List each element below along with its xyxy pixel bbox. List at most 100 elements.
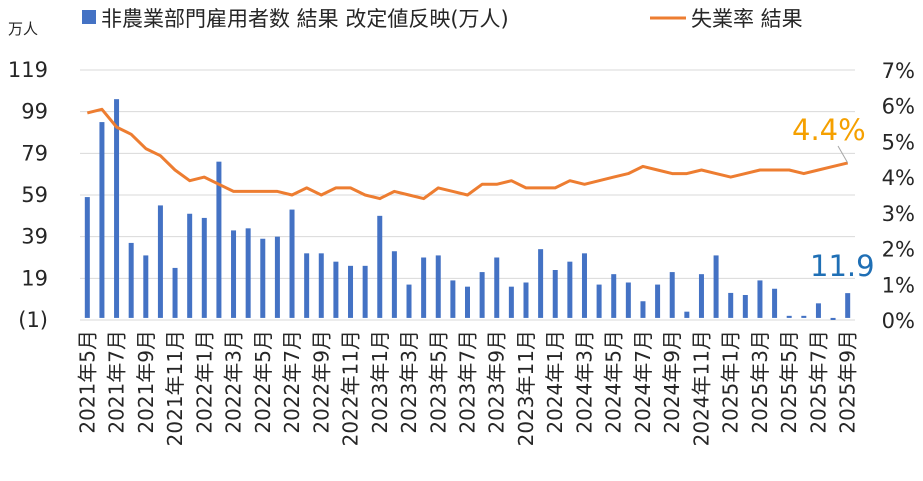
right-axis: 0% 1% 2% 3% 4% 5% 6% 7% (882, 59, 915, 333)
x-tick-label: 2023年7月 (456, 330, 480, 434)
bar (698, 274, 704, 318)
bar (157, 205, 163, 318)
bar (260, 238, 266, 318)
bar-series (84, 99, 851, 320)
x-tick-label: 2022年5月 (251, 330, 275, 434)
bar (333, 261, 339, 318)
x-axis: 2021年5月 2021年7月 2021年9月 2021年11月 2022年1月 2022… (75, 330, 859, 446)
bar (625, 282, 631, 318)
bar (596, 284, 602, 318)
bar (494, 257, 500, 318)
left-axis-unit: 万人 (8, 20, 38, 38)
right-tick-label: 2% (882, 238, 915, 262)
bar (231, 230, 237, 318)
x-tick-label: 2022年9月 (309, 330, 333, 434)
x-tick-label: 2025年5月 (777, 330, 801, 434)
bar (845, 293, 851, 318)
bar (581, 253, 587, 318)
callout-leader (837, 145, 849, 164)
bar (304, 253, 310, 318)
bar (348, 265, 354, 318)
bar (128, 242, 134, 318)
left-tick-label: 59 (21, 183, 48, 207)
bar (742, 295, 748, 318)
x-tick-label: 2023年11月 (514, 330, 538, 446)
right-tick-label: 3% (882, 202, 915, 226)
unemployment-callout: 4.4% (792, 113, 866, 147)
bar (552, 270, 558, 318)
bar (84, 197, 90, 318)
legend: 非農業部門雇用者数 結果 改定値反映(万人) 失業率 結果 (82, 7, 803, 31)
bar (538, 249, 544, 318)
x-tick-label: 2024年3月 (572, 330, 596, 434)
legend-bar-swatch (82, 10, 96, 24)
x-tick-label: 2024年9月 (660, 330, 684, 434)
bar (611, 274, 617, 318)
bar (187, 213, 193, 318)
bar (655, 284, 661, 318)
x-tick-label: 2024年5月 (602, 330, 626, 434)
bar (172, 267, 178, 318)
x-tick-label: 2022年7月 (280, 330, 304, 434)
left-tick-label: 119 (8, 58, 48, 82)
bar (435, 255, 441, 318)
bar (391, 251, 397, 318)
left-tick-label: 19 (21, 266, 48, 290)
line-series (86, 107, 849, 201)
bar (801, 315, 807, 318)
bar (567, 261, 573, 318)
bar (318, 253, 324, 318)
bar (143, 255, 149, 318)
x-tick-label: 2021年9月 (134, 330, 158, 434)
bar (508, 286, 514, 318)
x-tick-label: 2021年5月 (75, 330, 99, 434)
bar (786, 315, 792, 318)
bar (377, 215, 383, 318)
unemployment-line (86, 107, 849, 201)
bar (99, 122, 105, 318)
x-tick-label: 2025年3月 (748, 330, 772, 434)
legend-bar-label: 非農業部門雇用者数 結果 改定値反映(万人) (101, 7, 509, 31)
bar (362, 265, 368, 318)
x-tick-label: 2022年11月 (339, 330, 363, 446)
legend-line-label: 失業率 結果 (691, 7, 803, 31)
bar (815, 303, 821, 318)
bar (216, 161, 222, 318)
x-tick-label: 2021年11月 (163, 330, 187, 446)
left-tick-label: 79 (21, 141, 48, 165)
bar (728, 292, 734, 318)
bar (640, 301, 646, 318)
bar (450, 280, 456, 318)
right-tick-label: 7% (882, 59, 915, 83)
x-tick-label: 2022年3月 (222, 330, 246, 434)
right-tick-label: 5% (882, 130, 915, 154)
bar (245, 228, 251, 318)
bar (289, 209, 295, 318)
bar (406, 284, 412, 318)
x-tick-label: 2023年3月 (397, 330, 421, 434)
right-tick-label: 4% (882, 166, 915, 190)
x-tick-label: 2023年1月 (368, 330, 392, 434)
x-tick-label: 2024年7月 (631, 330, 655, 434)
x-tick-label: 2024年1月 (543, 330, 567, 434)
bar (669, 272, 675, 318)
left-axis: (1) 19 39 59 79 99 119 (8, 58, 48, 332)
bar (757, 280, 763, 318)
x-tick-label: 2025年1月 (719, 330, 743, 434)
bar (772, 288, 778, 318)
bar (684, 311, 690, 318)
left-tick-label: 39 (21, 225, 48, 249)
payrolls-callout: 11.9 (810, 249, 875, 283)
bar (523, 282, 529, 318)
right-tick-label: 6% (882, 95, 915, 119)
bar (274, 236, 280, 318)
x-tick-label: 2021年7月 (105, 330, 129, 434)
right-tick-label: 0% (882, 309, 915, 333)
bar (465, 286, 470, 318)
left-tick-label: 99 (21, 100, 48, 124)
x-tick-label: 2024年11月 (689, 330, 713, 446)
bar (421, 257, 427, 318)
bar (201, 217, 207, 318)
x-tick-label: 2025年9月 (836, 330, 860, 434)
